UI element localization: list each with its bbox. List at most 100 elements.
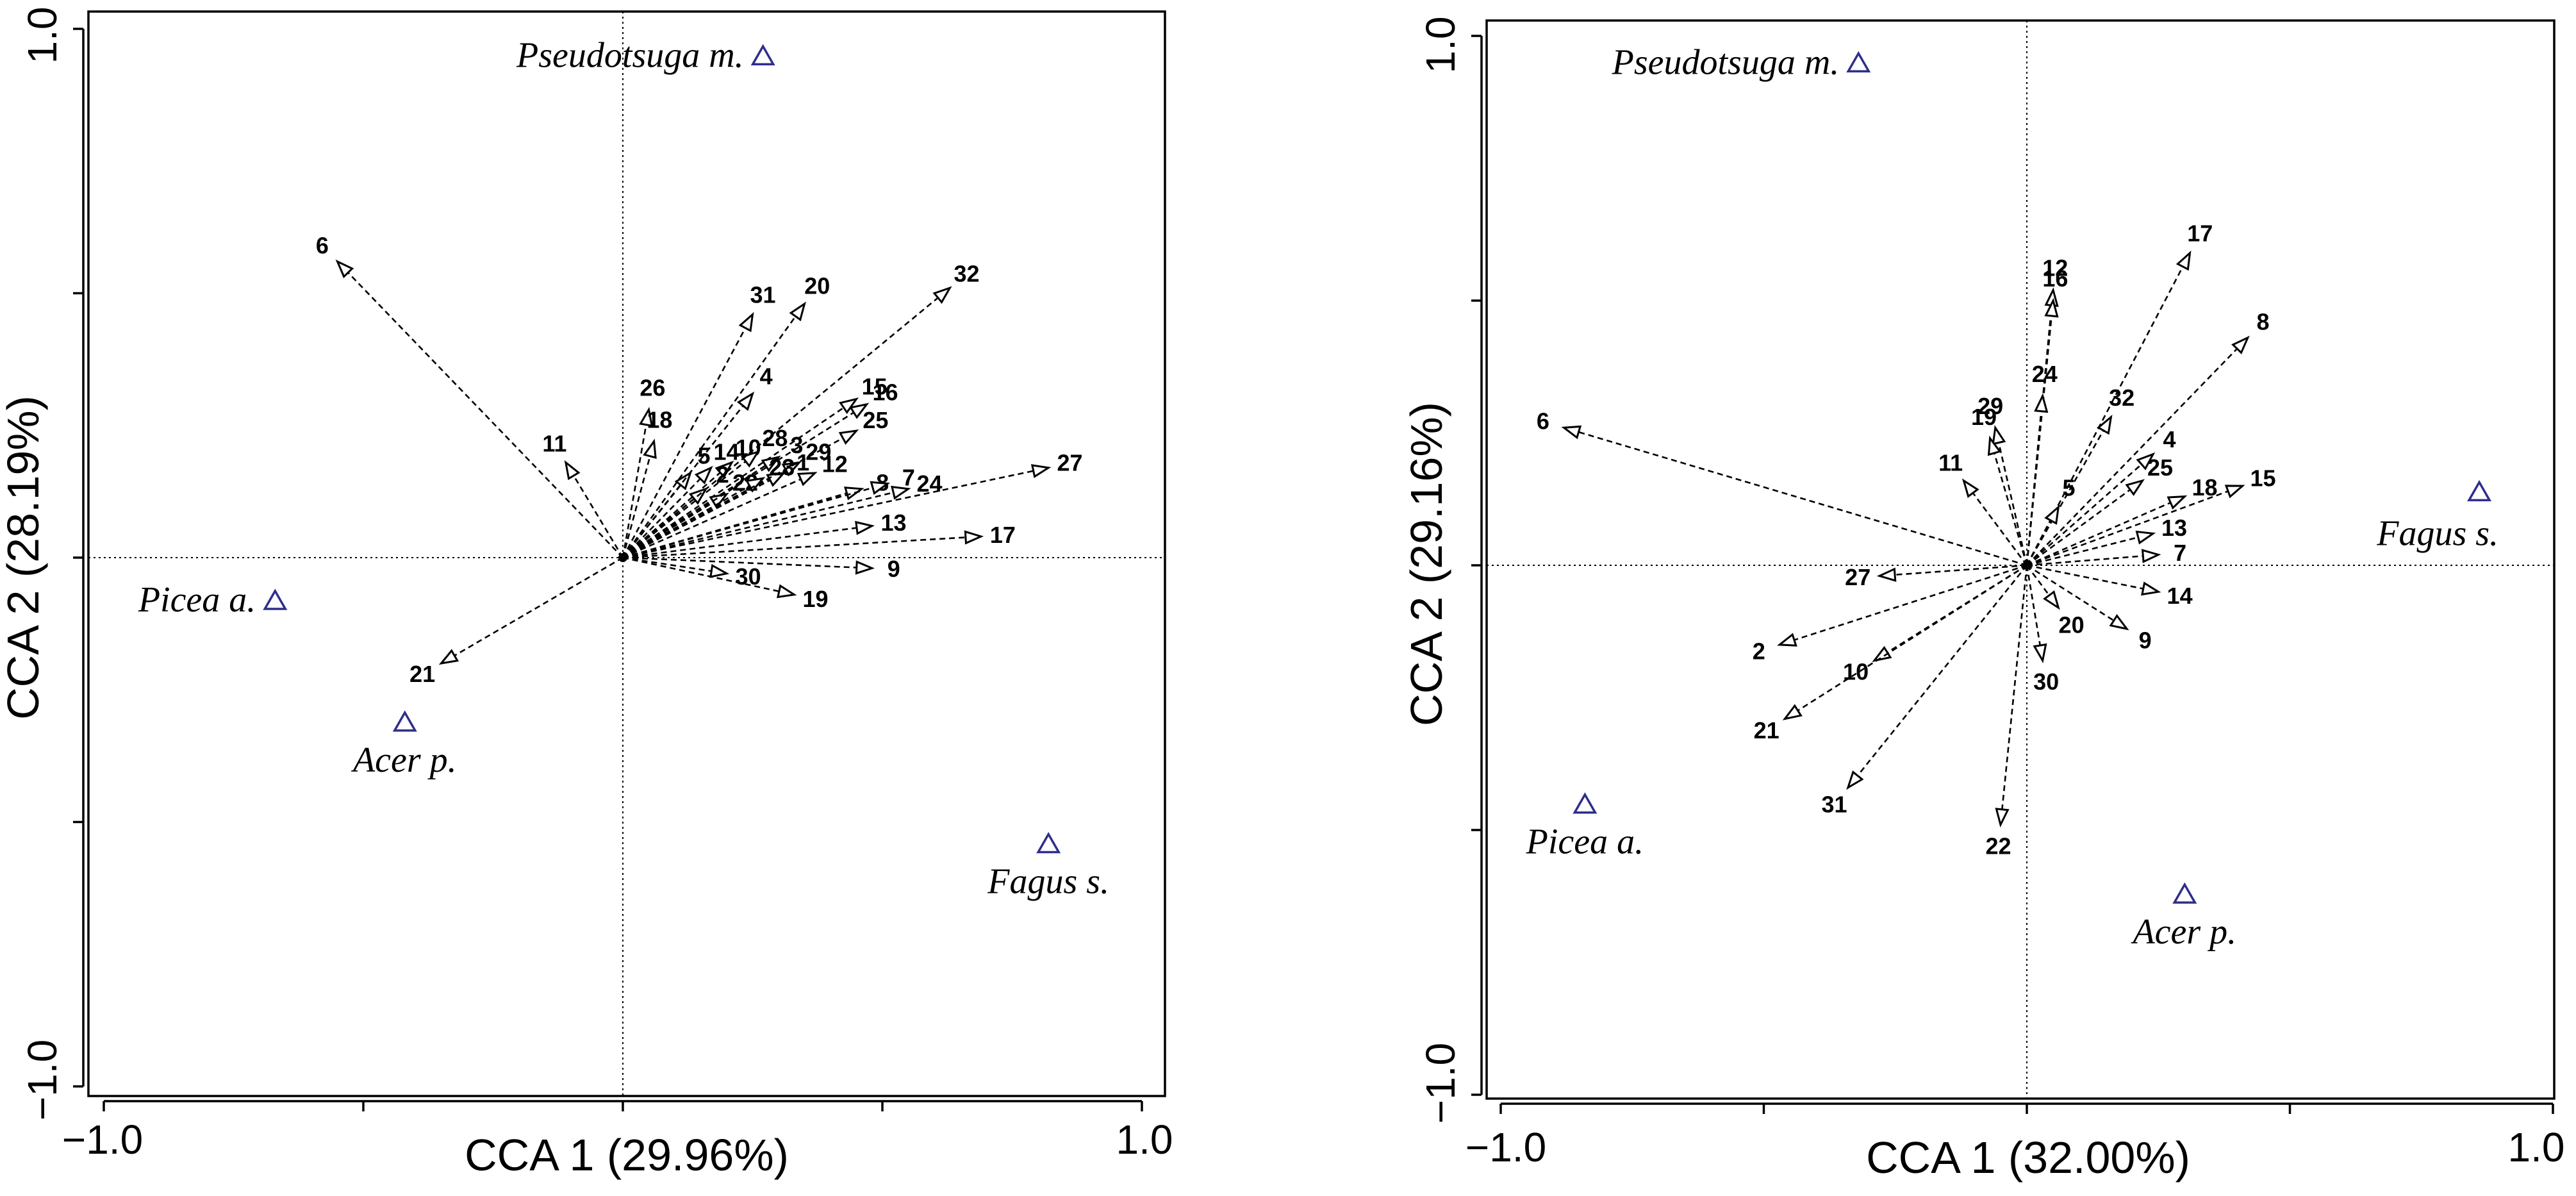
variable-label: 15 — [2250, 465, 2275, 491]
species-triangle-marker — [750, 44, 775, 65]
variable-arrow-line — [622, 527, 857, 559]
cca-biplot-left: −1.0 1.0 1.0 −1.0 CCA 1 (29.96%) CCA 2 (28.19… — [0, 7, 1173, 1180]
x-axis-title: CCA 1 (29.96%) — [465, 1130, 789, 1180]
variable-label: 24 — [2032, 361, 2058, 387]
species-triangle-marker — [1036, 831, 1061, 854]
variable-arrow-line — [2026, 565, 2050, 596]
species-triangle-marker — [1846, 51, 1871, 73]
variable-arrow-line — [622, 315, 797, 558]
variable-arrow-line — [2026, 520, 2052, 566]
variable-arrow-head — [2167, 495, 2188, 510]
variable-label: 19 — [1971, 404, 1997, 430]
variable-label: 9 — [2139, 627, 2152, 653]
variable-arrow-line — [622, 478, 701, 558]
variable-arrow-head — [1846, 770, 1864, 790]
variable-label: 19 — [803, 586, 829, 612]
variable-arrow-head — [789, 301, 806, 322]
variable-arrow-head — [2044, 297, 2059, 318]
variable-label: 6 — [1537, 408, 1549, 435]
variable-arrow-head — [438, 649, 459, 665]
variable-label: 15 — [862, 373, 888, 399]
plot-frame — [87, 10, 1166, 1097]
variable-label: 25 — [863, 407, 888, 433]
variable-arrow-head — [2034, 393, 2049, 413]
variable-label: 3 — [791, 432, 804, 458]
variable-label: 31 — [750, 282, 775, 308]
variable-arrow-line — [2026, 411, 2042, 566]
variable-label: 30 — [736, 563, 761, 590]
y-tick-label: −1.0 — [1417, 1043, 1464, 1124]
variable-arrow-line — [622, 479, 771, 559]
variable-arrow-head — [2224, 485, 2245, 499]
variable-arrow-line — [1993, 453, 2028, 566]
species-label: Picea a. — [138, 580, 256, 620]
variable-arrow-head — [714, 460, 734, 479]
variable-label: 31 — [1822, 791, 1847, 817]
variable-arrow-head — [643, 438, 657, 460]
variable-arrow-line — [622, 456, 651, 558]
variable-arrow-line — [2026, 502, 2171, 567]
variable-arrow-line — [622, 328, 747, 558]
variable-label: 7 — [902, 464, 915, 490]
variable-arrow-head — [639, 406, 654, 428]
variable-label: 8 — [2256, 308, 2269, 335]
cca-biplot-right: −1.0 1.0 1.0 −1.0 CCA 1 (32.00%) CCA 2 (29.16… — [1401, 17, 2564, 1183]
species-label: Picea a. — [1526, 822, 1644, 862]
variable-arrow-head — [2033, 643, 2047, 663]
variable-arrow-line — [1794, 564, 2027, 641]
variable-arrow-head — [736, 391, 755, 411]
variable-arrow-head — [1987, 435, 2002, 456]
variable-arrow-line — [622, 556, 857, 569]
variable-label: 9 — [888, 556, 900, 582]
variable-arrow-head — [2231, 335, 2250, 354]
variable-arrow-head — [709, 563, 730, 578]
variable-arrow-line — [1797, 564, 2027, 711]
variable-arrow-head — [855, 560, 875, 575]
variable-label: 11 — [542, 430, 566, 456]
variable-label: 18 — [647, 407, 672, 433]
variable-label: 16 — [872, 379, 898, 406]
variable-label: 13 — [881, 510, 907, 536]
variable-label: 32 — [954, 261, 980, 287]
variable-arrow-head — [1872, 645, 1892, 662]
variable-arrow-head — [2136, 452, 2156, 470]
species-label: Fagus s. — [2376, 513, 2498, 553]
y-axis-title: CCA 2 (28.19%) — [0, 395, 48, 720]
x-tick-label: −1.0 — [1466, 1124, 1546, 1170]
variable-arrow-head — [1777, 633, 1797, 647]
variable-arrow-head — [2043, 590, 2060, 610]
variable-label: 26 — [640, 375, 665, 401]
variable-label: 21 — [1754, 717, 1779, 743]
species-triangle-marker — [2172, 882, 2197, 904]
variable-label: 18 — [2192, 474, 2217, 501]
variable-label: 20 — [804, 272, 830, 299]
variable-arrow-line — [622, 492, 847, 559]
species-label: Pseudotsuga m. — [516, 35, 744, 75]
variable-label: 30 — [2033, 669, 2059, 695]
variable-label: 10 — [1843, 659, 1869, 685]
species-triangle-marker — [2467, 479, 2492, 502]
variable-arrow-line — [622, 411, 855, 559]
y-axis-title: CCA 2 (29.16%) — [1401, 402, 1451, 726]
variable-label: 24 — [917, 470, 943, 497]
variable-arrow-head — [1992, 425, 2006, 445]
variable-arrow-head — [2097, 415, 2113, 435]
variable-arrow-head — [2176, 250, 2192, 271]
species-label: Acer p. — [2130, 912, 2236, 952]
variable-label: 12 — [822, 451, 848, 477]
variable-label: 17 — [2187, 220, 2213, 247]
variable-label: 12 — [2042, 255, 2068, 281]
x-tick-label: 1.0 — [2508, 1124, 2565, 1170]
y-tick-label: 1.0 — [19, 7, 65, 64]
variable-arrow-head — [694, 465, 713, 485]
variable-arrow-line — [2026, 564, 2143, 590]
variable-arrow-line — [1972, 492, 2028, 566]
y-tick-label: −1.0 — [19, 1040, 65, 1120]
species-triangle-marker — [263, 588, 288, 610]
variable-arrow-head — [2135, 530, 2156, 545]
variable-arrow-line — [622, 406, 845, 559]
variable-arrow-line — [454, 556, 623, 657]
variable-arrow-head — [891, 485, 911, 500]
variable-label: 29 — [1977, 393, 2003, 419]
